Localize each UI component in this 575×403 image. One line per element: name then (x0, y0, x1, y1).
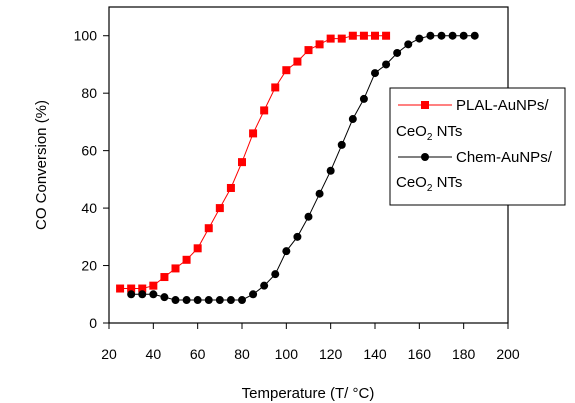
legend-label-plal-line1: PLAL-AuNPs/ (456, 97, 549, 114)
data-point-chem (459, 31, 468, 40)
y-tick-label: 20 (81, 258, 97, 274)
data-point-plal (215, 204, 224, 213)
y-tick-label: 80 (81, 85, 97, 101)
data-point-chem (448, 31, 457, 40)
x-tick-label: 40 (146, 346, 162, 362)
data-point-chem (160, 293, 169, 302)
data-point-chem (404, 40, 413, 49)
data-point-plal (293, 57, 302, 66)
data-point-plal (182, 255, 191, 264)
x-tick-label: 180 (452, 346, 476, 362)
data-point-plal (348, 31, 357, 40)
legend-plal-ceo: CeO (396, 123, 427, 140)
y-tick-label: 100 (74, 28, 98, 44)
data-point-chem (260, 281, 269, 290)
data-point-chem (337, 140, 346, 149)
data-point-chem (193, 296, 202, 305)
data-point-plal (249, 129, 258, 138)
legend-marker-chem (421, 153, 429, 161)
data-point-chem (393, 48, 402, 57)
data-point-plal (282, 66, 291, 75)
data-point-plal (382, 31, 391, 40)
data-point-chem (470, 31, 479, 40)
x-tick-label: 60 (190, 346, 206, 362)
x-tick-label: 80 (234, 346, 250, 362)
data-point-chem (171, 296, 180, 305)
legend-chem-sub: 2 (427, 183, 433, 194)
data-point-chem (149, 290, 158, 299)
data-point-chem (426, 31, 435, 40)
data-point-plal (326, 34, 335, 43)
data-point-chem (371, 69, 379, 78)
data-point-plal (359, 31, 368, 40)
data-point-plal (337, 34, 346, 43)
data-point-chem (382, 60, 391, 69)
x-tick-label: 140 (363, 346, 387, 362)
data-point-chem (249, 290, 258, 299)
data-point-chem (226, 296, 235, 305)
data-point-chem (138, 290, 147, 299)
legend-chem-tail: NTs (432, 174, 462, 191)
data-point-chem (415, 34, 424, 43)
data-point-chem (204, 296, 213, 305)
data-point-plal (116, 284, 125, 293)
data-point-plal (315, 40, 324, 49)
x-axis-title: Temperature (T/ °C) (242, 385, 375, 402)
data-point-chem (304, 212, 313, 221)
data-point-chem (182, 296, 191, 305)
data-point-plal (271, 83, 280, 92)
data-point-chem (293, 232, 302, 241)
x-tick-label: 20 (101, 346, 117, 362)
data-point-plal (149, 281, 158, 290)
y-tick-label: 0 (89, 315, 97, 331)
legend-box (389, 87, 566, 206)
data-point-plal (226, 183, 235, 192)
data-point-plal (171, 264, 180, 273)
data-point-plal (204, 224, 213, 233)
data-point-chem (238, 296, 246, 305)
data-point-chem (348, 115, 357, 124)
series-line-plal (120, 35, 387, 289)
data-point-chem (437, 31, 446, 40)
data-point-chem (215, 296, 224, 305)
legend-label-plal-line2: CeO2 NTs (396, 123, 462, 143)
legend-chem-ceo: CeO (396, 174, 427, 191)
data-point-plal (238, 158, 246, 167)
data-point-plal (260, 106, 269, 115)
x-tick-label: 100 (275, 346, 299, 362)
data-point-plal (138, 284, 147, 293)
data-point-chem (359, 94, 368, 103)
data-point-chem (127, 290, 136, 299)
x-tick-label: 200 (496, 346, 520, 362)
legend-label-chem-line2: CeO2 NTs (396, 174, 462, 194)
y-tick-label: 40 (81, 200, 97, 216)
data-point-chem (315, 189, 324, 198)
data-point-chem (271, 270, 280, 279)
data-point-plal (160, 273, 169, 282)
data-point-chem (326, 166, 335, 175)
data-point-chem (282, 247, 291, 256)
legend-label-chem-line1: Chem-AuNPs/ (456, 149, 553, 166)
data-point-plal (193, 244, 202, 253)
data-point-plal (304, 46, 313, 55)
data-series (116, 31, 479, 305)
y-tick-label: 60 (81, 143, 97, 159)
legend-marker-plal (421, 101, 429, 109)
legend: PLAL-AuNPs/ CeO2 NTs Chem-AuNPs/ CeO2 NT… (389, 87, 566, 206)
y-axis-title: CO Conversion (%) (33, 100, 50, 230)
data-point-plal (371, 31, 379, 40)
legend-plal-sub: 2 (427, 132, 433, 143)
x-tick-label: 120 (319, 346, 343, 362)
data-point-plal (127, 284, 136, 293)
x-tick-label: 160 (408, 346, 432, 362)
legend-plal-tail: NTs (432, 123, 462, 140)
